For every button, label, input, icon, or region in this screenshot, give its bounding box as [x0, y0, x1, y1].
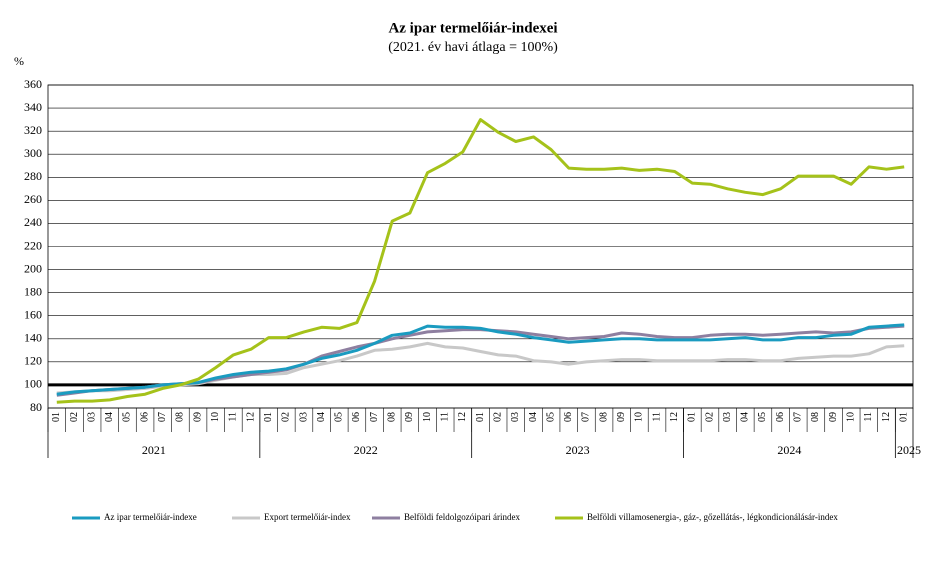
- x-tick-label: 04: [316, 412, 327, 422]
- x-tick-label: 01: [475, 412, 486, 422]
- y-tick-label: 80: [30, 400, 42, 414]
- x-tick-label: 10: [846, 412, 857, 422]
- x-tick-label: 06: [563, 412, 574, 422]
- x-tick-label: 01: [263, 412, 274, 422]
- x-tick-label: 12: [457, 412, 468, 422]
- x-tick-label: 05: [122, 412, 133, 422]
- y-tick-label: 140: [24, 331, 42, 345]
- x-tick-label: 01: [898, 412, 909, 422]
- x-tick-label: 12: [881, 412, 892, 422]
- chart-subtitle: (2021. év havi átlaga = 100%): [388, 40, 558, 55]
- x-tick-label: 12: [669, 412, 680, 422]
- x-tick-label: 12: [245, 412, 256, 422]
- x-tick-label: 11: [863, 412, 874, 422]
- x-tick-label: 04: [104, 412, 115, 422]
- x-tick-label: 05: [334, 412, 345, 422]
- x-tick-label: 08: [810, 412, 821, 422]
- year-label: 2022: [354, 443, 378, 457]
- year-label: 2023: [566, 443, 590, 457]
- x-tick-label: 06: [775, 412, 786, 422]
- x-tick-label: 04: [740, 412, 751, 422]
- x-tick-label: 08: [598, 412, 609, 422]
- x-tick-label: 09: [828, 412, 839, 422]
- y-tick-label: 280: [24, 169, 42, 183]
- x-tick-label: 09: [616, 412, 627, 422]
- y-tick-label: 220: [24, 238, 42, 252]
- series-line: [56, 323, 905, 396]
- y-tick-label: 260: [24, 192, 42, 206]
- year-label: 2025: [897, 443, 921, 457]
- x-tick-label: 02: [281, 412, 292, 422]
- x-tick-label: 03: [298, 412, 309, 422]
- x-tick-label: 11: [228, 412, 239, 422]
- x-tick-label: 01: [51, 412, 62, 422]
- y-tick-label: 340: [24, 100, 42, 114]
- y-tick-label: 360: [24, 77, 42, 91]
- x-tick-label: 05: [545, 412, 556, 422]
- legend-label: Export termelőiár-index: [264, 512, 351, 522]
- x-tick-label: 08: [175, 412, 186, 422]
- x-tick-label: 07: [369, 412, 380, 422]
- x-tick-label: 02: [492, 412, 503, 422]
- x-tick-label: 10: [422, 412, 433, 422]
- legend-label: Belföldi feldolgozóipari árindex: [404, 512, 520, 522]
- y-tick-label: 100: [24, 377, 42, 391]
- y-tick-label: 120: [24, 354, 42, 368]
- y-tick-label: 240: [24, 215, 42, 229]
- x-tick-label: 06: [139, 412, 150, 422]
- x-tick-label: 02: [704, 412, 715, 422]
- x-tick-label: 02: [69, 412, 80, 422]
- y-tick-label: 300: [24, 146, 42, 160]
- x-tick-label: 10: [634, 412, 645, 422]
- x-tick-label: 09: [192, 412, 203, 422]
- x-tick-label: 05: [757, 412, 768, 422]
- y-tick-label: 200: [24, 261, 42, 275]
- series-line: [56, 118, 905, 404]
- x-tick-label: 06: [351, 412, 362, 422]
- x-tick-label: 11: [439, 412, 450, 422]
- legend-label: Belföldi villamosenergia-, gáz-, gőzellá…: [587, 512, 838, 522]
- year-label: 2021: [142, 443, 166, 457]
- x-tick-label: 03: [510, 412, 521, 422]
- x-tick-label: 10: [210, 412, 221, 422]
- chart-title: Az ipar termelőiár-indexei: [388, 20, 557, 36]
- x-tick-label: 07: [793, 412, 804, 422]
- y-axis-label: %: [14, 54, 24, 68]
- y-tick-label: 180: [24, 284, 42, 298]
- x-tick-label: 09: [404, 412, 415, 422]
- x-tick-label: 01: [687, 412, 698, 422]
- x-tick-label: 07: [581, 412, 592, 422]
- x-tick-label: 11: [651, 412, 662, 422]
- y-tick-label: 320: [24, 123, 42, 137]
- legend-label: Az ipar termelőiár-indexe: [104, 512, 197, 522]
- year-label: 2024: [777, 443, 801, 457]
- x-tick-label: 03: [86, 412, 97, 422]
- plot-border: [47, 84, 914, 409]
- x-tick-label: 03: [722, 412, 733, 422]
- y-tick-label: 160: [24, 307, 42, 321]
- x-tick-label: 04: [528, 412, 539, 422]
- x-tick-label: 07: [157, 412, 168, 422]
- x-tick-label: 08: [387, 412, 398, 422]
